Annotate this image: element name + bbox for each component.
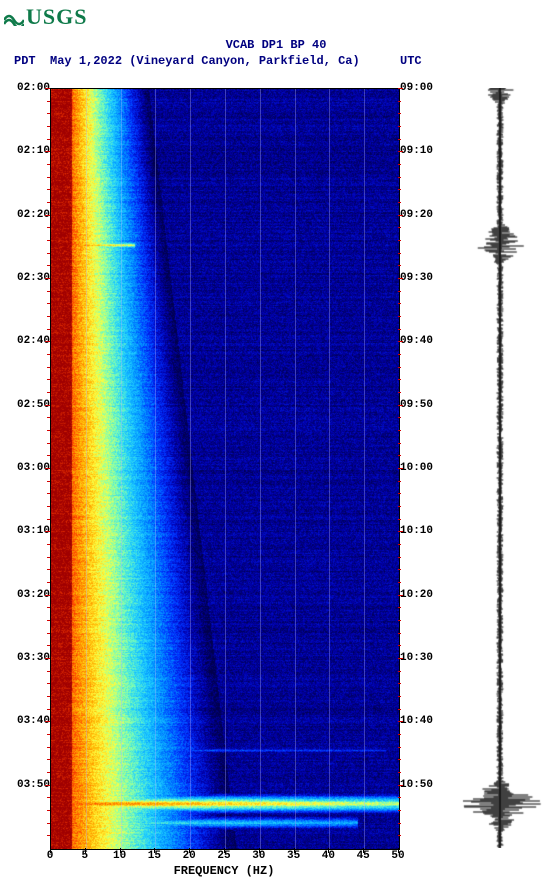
x-tick-label: 50 <box>391 850 404 862</box>
y-left-tick-label: 02:30 <box>10 272 50 284</box>
wave-icon <box>4 8 24 26</box>
y-left-tick-label: 02:50 <box>10 399 50 411</box>
y-left-tick-label: 02:40 <box>10 335 50 347</box>
y-right-tick-label: 10:10 <box>400 525 440 537</box>
x-tick-label: 35 <box>287 850 300 862</box>
y-left-tick-label: 03:30 <box>10 652 50 664</box>
x-tick-label: 5 <box>81 850 88 862</box>
y-right-tick-label: 09:00 <box>400 82 440 94</box>
y-right-tick-label: 09:30 <box>400 272 440 284</box>
y-left-tick-label: 03:40 <box>10 715 50 727</box>
date-label: May 1,2022 (Vineyard Canyon, Parkfield, … <box>50 54 360 68</box>
chart-subtitle: PDT May 1,2022 (Vineyard Canyon, Parkfie… <box>14 54 360 68</box>
chart-title: VCAB DP1 BP 40 <box>0 38 552 52</box>
x-tick-label: 15 <box>148 850 161 862</box>
y-right-tick-label: 10:50 <box>400 779 440 791</box>
y-axis-left-ticks <box>45 88 50 848</box>
seismogram-trace <box>455 88 545 848</box>
y-left-tick-label: 03:00 <box>10 462 50 474</box>
x-tick-label: 0 <box>47 850 54 862</box>
logo-text: USGS <box>26 4 87 30</box>
y-left-tick-label: 02:20 <box>10 209 50 221</box>
y-left-tick-label: 03:10 <box>10 525 50 537</box>
x-axis-title: FREQUENCY (HZ) <box>50 864 398 878</box>
y-left-tick-label: 02:10 <box>10 145 50 157</box>
y-right-tick-label: 09:50 <box>400 399 440 411</box>
y-left-tick-label: 03:50 <box>10 779 50 791</box>
seismogram-canvas <box>455 88 545 848</box>
y-left-tick-label: 03:20 <box>10 589 50 601</box>
y-axis-right-ticks <box>398 88 403 848</box>
y-right-tick-label: 09:40 <box>400 335 440 347</box>
y-left-tick-label: 02:00 <box>10 82 50 94</box>
x-tick-label: 45 <box>357 850 370 862</box>
x-tick-label: 20 <box>183 850 196 862</box>
x-tick-label: 10 <box>113 850 126 862</box>
utc-label: UTC <box>400 54 422 68</box>
x-tick-label: 30 <box>252 850 265 862</box>
spectrogram-plot <box>50 88 400 850</box>
y-right-tick-label: 09:20 <box>400 209 440 221</box>
x-tick-label: 25 <box>217 850 230 862</box>
y-right-tick-label: 09:10 <box>400 145 440 157</box>
y-right-tick-label: 10:00 <box>400 462 440 474</box>
usgs-logo: USGS <box>4 4 87 30</box>
y-right-tick-label: 10:20 <box>400 589 440 601</box>
y-right-tick-label: 10:30 <box>400 652 440 664</box>
x-tick-label: 40 <box>322 850 335 862</box>
y-right-tick-label: 10:40 <box>400 715 440 727</box>
pdt-label: PDT <box>14 54 36 68</box>
